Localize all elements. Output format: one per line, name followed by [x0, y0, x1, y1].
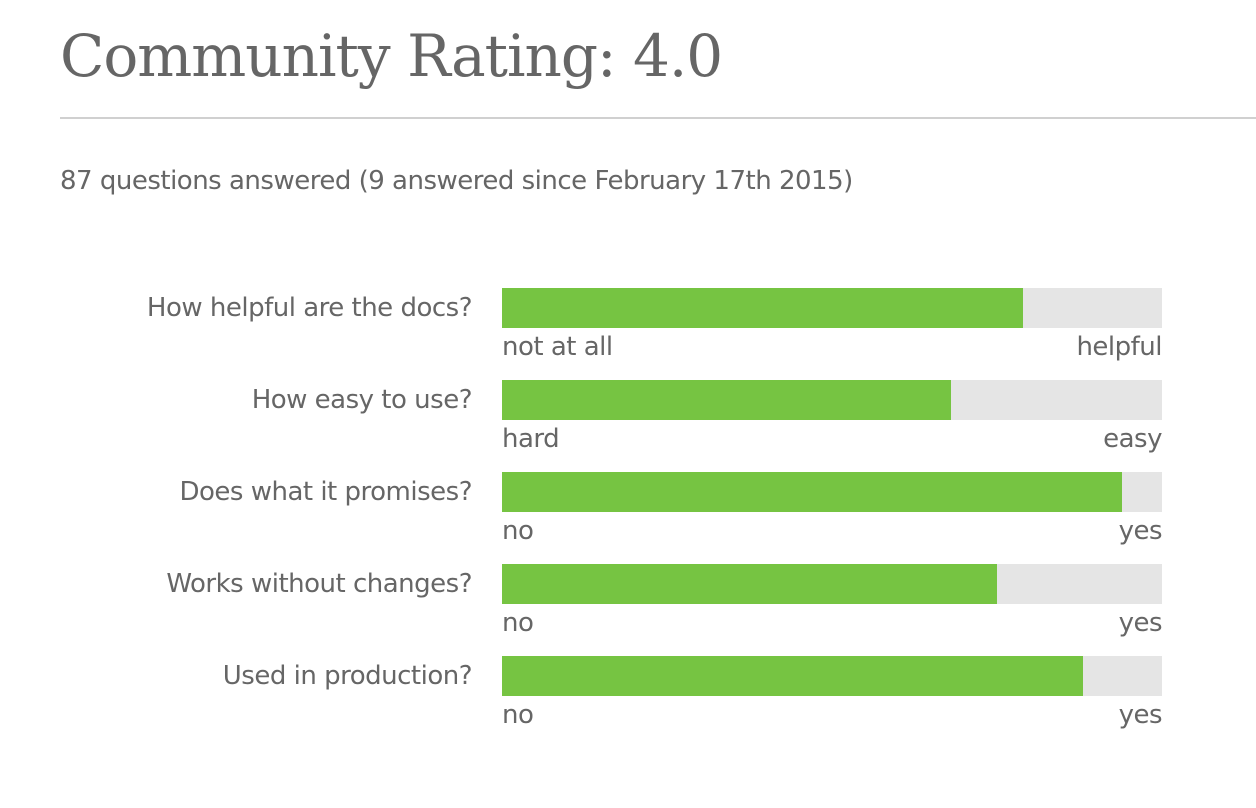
- high-label: easy: [1103, 424, 1162, 454]
- high-label: yes: [1118, 608, 1163, 638]
- bar-fill: [502, 656, 1083, 696]
- low-label: not at all: [502, 332, 613, 362]
- low-label: no: [502, 608, 534, 638]
- rating-row: Does what it promises? no yes: [0, 472, 1256, 564]
- page-title: Community Rating: 4.0: [60, 22, 723, 90]
- bar-track: [502, 564, 1162, 604]
- rating-row: How easy to use? hard easy: [0, 380, 1256, 472]
- question-label: Used in production?: [222, 661, 473, 691]
- bar-track: [502, 288, 1162, 328]
- bar-fill: [502, 380, 951, 420]
- question-label: How helpful are the docs?: [146, 293, 473, 323]
- bar-fill: [502, 288, 1024, 328]
- answer-summary: 87 questions answered (9 answered since …: [60, 166, 853, 196]
- low-label: hard: [502, 424, 560, 454]
- bar-track: [502, 472, 1162, 512]
- question-label: Works without changes?: [166, 569, 472, 599]
- bar-fill: [502, 472, 1123, 512]
- high-label: yes: [1118, 516, 1163, 546]
- rating-row: How helpful are the docs? not at all hel…: [0, 288, 1256, 380]
- bar-track: [502, 656, 1162, 696]
- question-label: Does what it promises?: [179, 477, 472, 507]
- high-label: helpful: [1076, 332, 1162, 362]
- rating-row: Works without changes? no yes: [0, 564, 1256, 656]
- bar-track: [502, 380, 1162, 420]
- low-label: no: [502, 700, 534, 730]
- high-label: yes: [1118, 700, 1163, 730]
- low-label: no: [502, 516, 534, 546]
- rating-row: Used in production? no yes: [0, 656, 1256, 748]
- bar-fill: [502, 564, 997, 604]
- question-label: How easy to use?: [251, 385, 473, 415]
- divider: [60, 117, 1256, 119]
